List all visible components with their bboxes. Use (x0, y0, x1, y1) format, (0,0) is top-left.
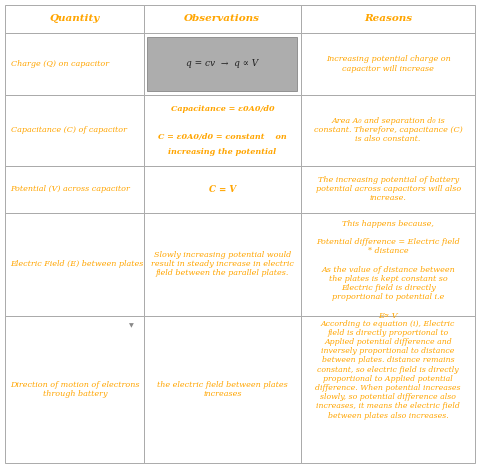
Bar (144, 212, 301, 316)
Text: q = cv  →  q ∝ V: q = cv → q ∝ V (186, 59, 259, 68)
Text: C = ε0A0/d0 = constant    on: C = ε0A0/d0 = constant on (158, 133, 287, 141)
Text: Electric Field (E) between plates: Electric Field (E) between plates (11, 260, 144, 268)
Text: Observations: Observations (184, 15, 260, 23)
Bar (144, 316, 301, 463)
Bar (5, 33, 144, 95)
Text: Direction of motion of electrons
through battery: Direction of motion of electrons through… (11, 381, 140, 398)
Text: Quantity: Quantity (49, 15, 99, 23)
Text: the electric field between plates
increases: the electric field between plates increa… (157, 381, 288, 398)
Text: ▼: ▼ (129, 323, 134, 328)
Bar (144, 166, 301, 212)
Text: Charge (Q) on capacitor: Charge (Q) on capacitor (11, 60, 108, 68)
Text: This happens because,

Potential difference = Electric field
* distance

As the : This happens because, Potential differen… (316, 219, 460, 320)
Bar (144, 33, 301, 95)
Text: Capacitance (C) of capacitor: Capacitance (C) of capacitor (11, 126, 127, 134)
Text: Capacitance = ε0A0/d0: Capacitance = ε0A0/d0 (170, 105, 274, 113)
Text: According to equation (i), Electric
field is directly proportional to
Applied po: According to equation (i), Electric fiel… (315, 320, 461, 420)
Bar (301, 316, 475, 463)
Text: Area A₀ and separation d₀ is
constant. Therefore, capacitance (C)
is also consta: Area A₀ and separation d₀ is constant. T… (314, 117, 463, 144)
Bar (144, 5, 301, 33)
Text: Slowly increasing potential would
result in steady increase in electric
field be: Slowly increasing potential would result… (151, 251, 294, 278)
Text: Potential (V) across capacitor: Potential (V) across capacitor (11, 185, 131, 193)
Text: Reasons: Reasons (364, 15, 412, 23)
Bar (5, 166, 144, 212)
Text: The increasing potential of battery
potential across capacitors will also
increa: The increasing potential of battery pote… (315, 176, 461, 203)
Bar (5, 95, 144, 166)
Bar (144, 95, 301, 166)
Bar (301, 33, 475, 95)
Text: C = V: C = V (209, 185, 236, 194)
Bar (147, 37, 297, 91)
Bar (5, 316, 144, 463)
Text: increasing the potential: increasing the potential (168, 148, 276, 156)
Text: Increasing potential charge on
capacitor will increase: Increasing potential charge on capacitor… (326, 55, 451, 73)
Bar (301, 212, 475, 316)
Bar (5, 212, 144, 316)
Bar (301, 95, 475, 166)
Bar (5, 5, 144, 33)
Bar (301, 166, 475, 212)
Bar (301, 5, 475, 33)
